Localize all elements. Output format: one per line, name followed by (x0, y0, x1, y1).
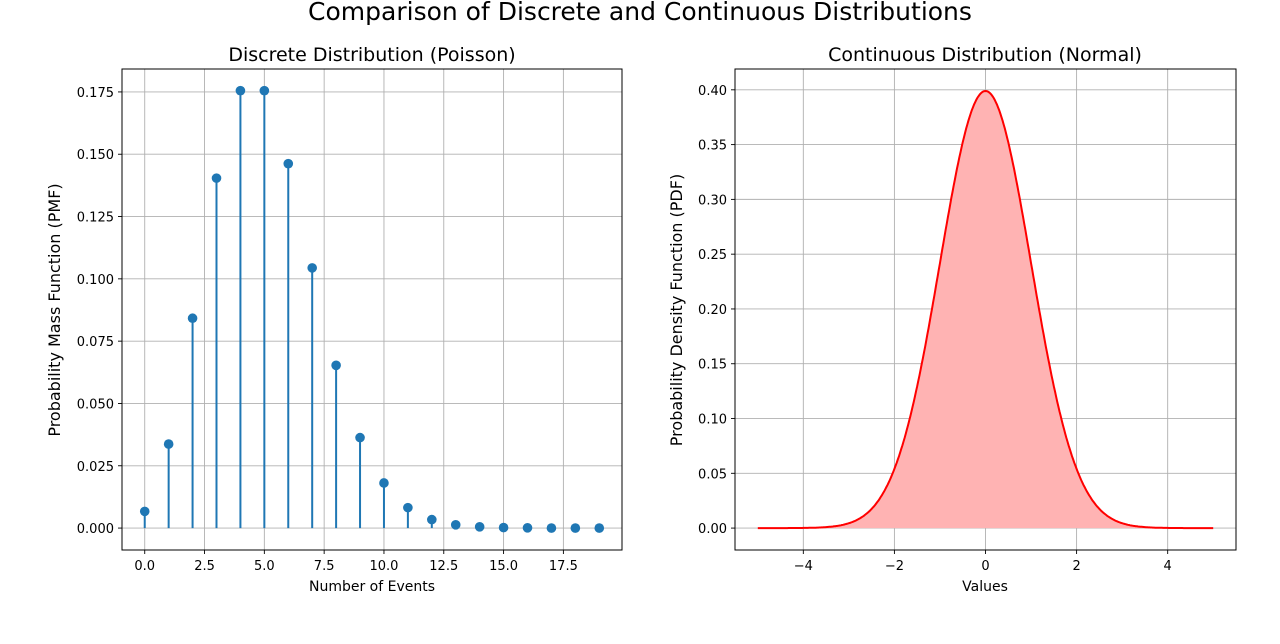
stem-marker (450, 520, 461, 530)
stem-marker (379, 478, 389, 488)
normal-y-tick-label: 0.25 (698, 248, 727, 263)
poisson-y-tick-label: 0.100 (77, 273, 114, 288)
poisson-chart: Discrete Distribution (Poisson) Number o… (45, 44, 623, 595)
poisson-x-tick-label: 5.0 (254, 559, 275, 574)
normal-y-tick-label: 0.15 (698, 358, 727, 373)
stem-marker (570, 523, 581, 533)
pdf-curve (757, 89, 1214, 530)
poisson-chart-title: Discrete Distribution (Poisson) (228, 44, 515, 66)
stem-marker (331, 360, 341, 371)
normal-y-tick-label: 0.20 (698, 303, 727, 318)
normal-y-axis-label: Probability Density Function (PDF) (667, 174, 686, 446)
poisson-y-tick-label: 0.025 (77, 460, 114, 475)
poisson-x-tick-label: 10.0 (369, 559, 398, 574)
stem-marker (498, 522, 509, 533)
pdf-fill-area (757, 91, 1214, 529)
normal-x-tick-label: −2 (885, 559, 904, 574)
stem-marker (474, 522, 485, 532)
poisson-x-tick-label: 2.5 (194, 559, 215, 574)
poisson-y-tick-label: 0.175 (77, 86, 114, 101)
poisson-y-tick-label: 0.050 (77, 397, 114, 412)
poisson-x-axis-label: Number of Events (309, 579, 435, 595)
normal-chart: Continuous Distribution (Normal) Values … (667, 44, 1237, 595)
stem-marker (403, 502, 413, 513)
poisson-y-tick-label: 0.150 (77, 148, 114, 163)
poisson-y-tick-label: 0.000 (77, 522, 114, 537)
stem-marker (355, 432, 365, 443)
normal-axes-frame (734, 68, 1237, 551)
stem-marker (187, 313, 198, 324)
stem-marker (235, 85, 246, 96)
poisson-x-tick-label: 15.0 (489, 559, 518, 574)
stem-marker (546, 523, 557, 533)
normal-x-tick-label: −4 (794, 559, 813, 574)
normal-y-tick-label: 0.10 (698, 413, 727, 428)
poisson-axes-frame (121, 68, 623, 551)
normal-y-tick-label: 0.00 (698, 522, 727, 537)
poisson-x-tick-label: 12.5 (429, 559, 458, 574)
stem-marker (259, 85, 270, 96)
figure-title: Comparison of Discrete and Continuous Di… (308, 0, 972, 26)
poisson-y-tick-label: 0.075 (77, 335, 114, 350)
stem-marker (163, 439, 174, 449)
stem-marker (283, 158, 294, 169)
normal-chart-title: Continuous Distribution (Normal) (828, 44, 1142, 66)
stem-marker (594, 523, 605, 533)
normal-x-tick-label: 2 (1072, 559, 1080, 574)
poisson-y-axis-label: Probability Mass Function (PMF) (45, 183, 64, 436)
normal-x-tick-label: 0 (981, 559, 989, 574)
poisson-x-tick-label: 0.0 (134, 559, 155, 574)
poisson-x-tick-label: 7.5 (314, 559, 335, 574)
stem-marker (522, 523, 533, 533)
poisson-y-tick-label: 0.125 (77, 211, 114, 226)
stem-marker (307, 263, 317, 273)
normal-y-tick-label: 0.35 (698, 139, 727, 154)
stem-marker (139, 506, 150, 517)
normal-y-tick-label: 0.30 (698, 193, 727, 208)
poisson-grid (122, 69, 622, 550)
normal-x-tick-label: 4 (1164, 559, 1172, 574)
normal-y-tick-label: 0.05 (698, 467, 727, 482)
stem-marker (427, 514, 437, 525)
stem-marker (211, 173, 222, 183)
normal-x-axis-label: Values (962, 579, 1008, 595)
poisson-x-tick-label: 17.5 (549, 559, 578, 574)
normal-y-tick-label: 0.40 (698, 84, 727, 99)
